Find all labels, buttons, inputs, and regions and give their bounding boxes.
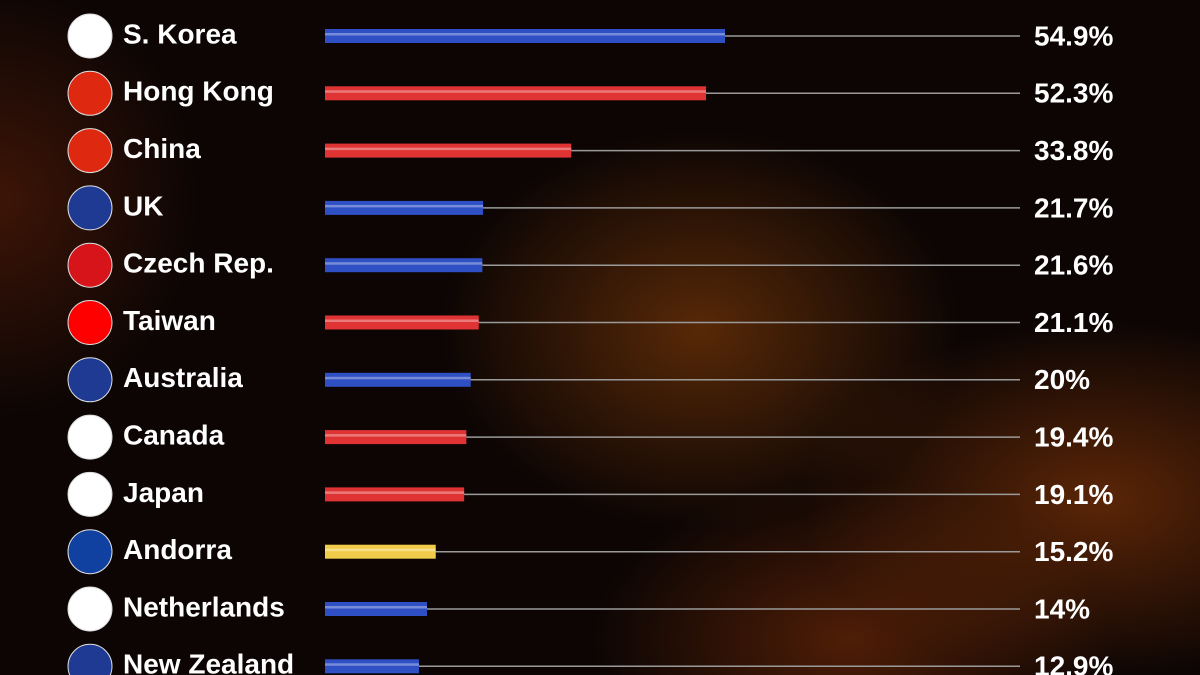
bar [325, 544, 436, 559]
country-label: Australia [123, 362, 243, 393]
country-label: Czech Rep. [123, 248, 274, 279]
bar [325, 143, 572, 158]
flag-icon [67, 300, 113, 345]
country-label: China [123, 133, 201, 164]
flag-icon [67, 414, 113, 460]
flag-icon [67, 13, 113, 59]
country-label: Andorra [123, 534, 232, 565]
flag-icon [67, 529, 113, 575]
bar [325, 430, 467, 445]
country-label: S. Korea [123, 18, 237, 49]
bar-highlight [325, 204, 484, 208]
bar-highlight [325, 376, 471, 380]
country-label: Hong Kong [123, 76, 274, 107]
bar-highlight [325, 262, 483, 265]
value-label: 33.8% [1034, 135, 1113, 166]
country-label: UK [123, 190, 163, 221]
bar-highlight [325, 90, 707, 93]
bar-highlight [325, 663, 419, 666]
value-label: 19.1% [1034, 479, 1113, 510]
bar-highlight [325, 491, 465, 494]
value-label: 21.7% [1034, 192, 1113, 223]
value-label: 14% [1034, 593, 1090, 624]
flag-icon [67, 242, 113, 288]
value-label: 52.3% [1034, 78, 1113, 109]
country-label: Japan [123, 477, 204, 508]
flag-icon [67, 128, 113, 174]
bar [325, 258, 483, 273]
value-label: 19.4% [1034, 421, 1113, 452]
bar [325, 200, 484, 215]
bar [325, 315, 479, 330]
bar-highlight [325, 147, 572, 151]
value-label: 15.2% [1034, 536, 1113, 567]
flag-icon [67, 185, 113, 231]
flag-icon [67, 643, 113, 675]
bar [325, 659, 419, 674]
flag-icon [67, 471, 113, 517]
flag-icon [67, 357, 113, 403]
bar-highlight [325, 319, 479, 322]
value-label: 21.6% [1034, 250, 1113, 281]
bar [325, 602, 428, 616]
bar-highlight [325, 548, 436, 552]
country-label: Netherlands [123, 591, 285, 622]
bar [325, 29, 725, 43]
bar-highlight [325, 33, 725, 36]
value-label: 54.9% [1034, 20, 1113, 51]
bar-highlight [325, 434, 467, 437]
value-label: 12.9% [1034, 651, 1113, 675]
bar [325, 86, 707, 101]
bar [325, 372, 471, 387]
country-label: Taiwan [123, 305, 216, 336]
value-label: 20% [1034, 364, 1090, 395]
bar-highlight [325, 606, 428, 609]
country-label: New Zealand [123, 649, 294, 675]
bar [325, 487, 465, 502]
value-label: 21.1% [1034, 307, 1113, 338]
flag-icon [67, 70, 113, 116]
flag-icon [67, 586, 113, 632]
country-label: Canada [123, 419, 225, 450]
